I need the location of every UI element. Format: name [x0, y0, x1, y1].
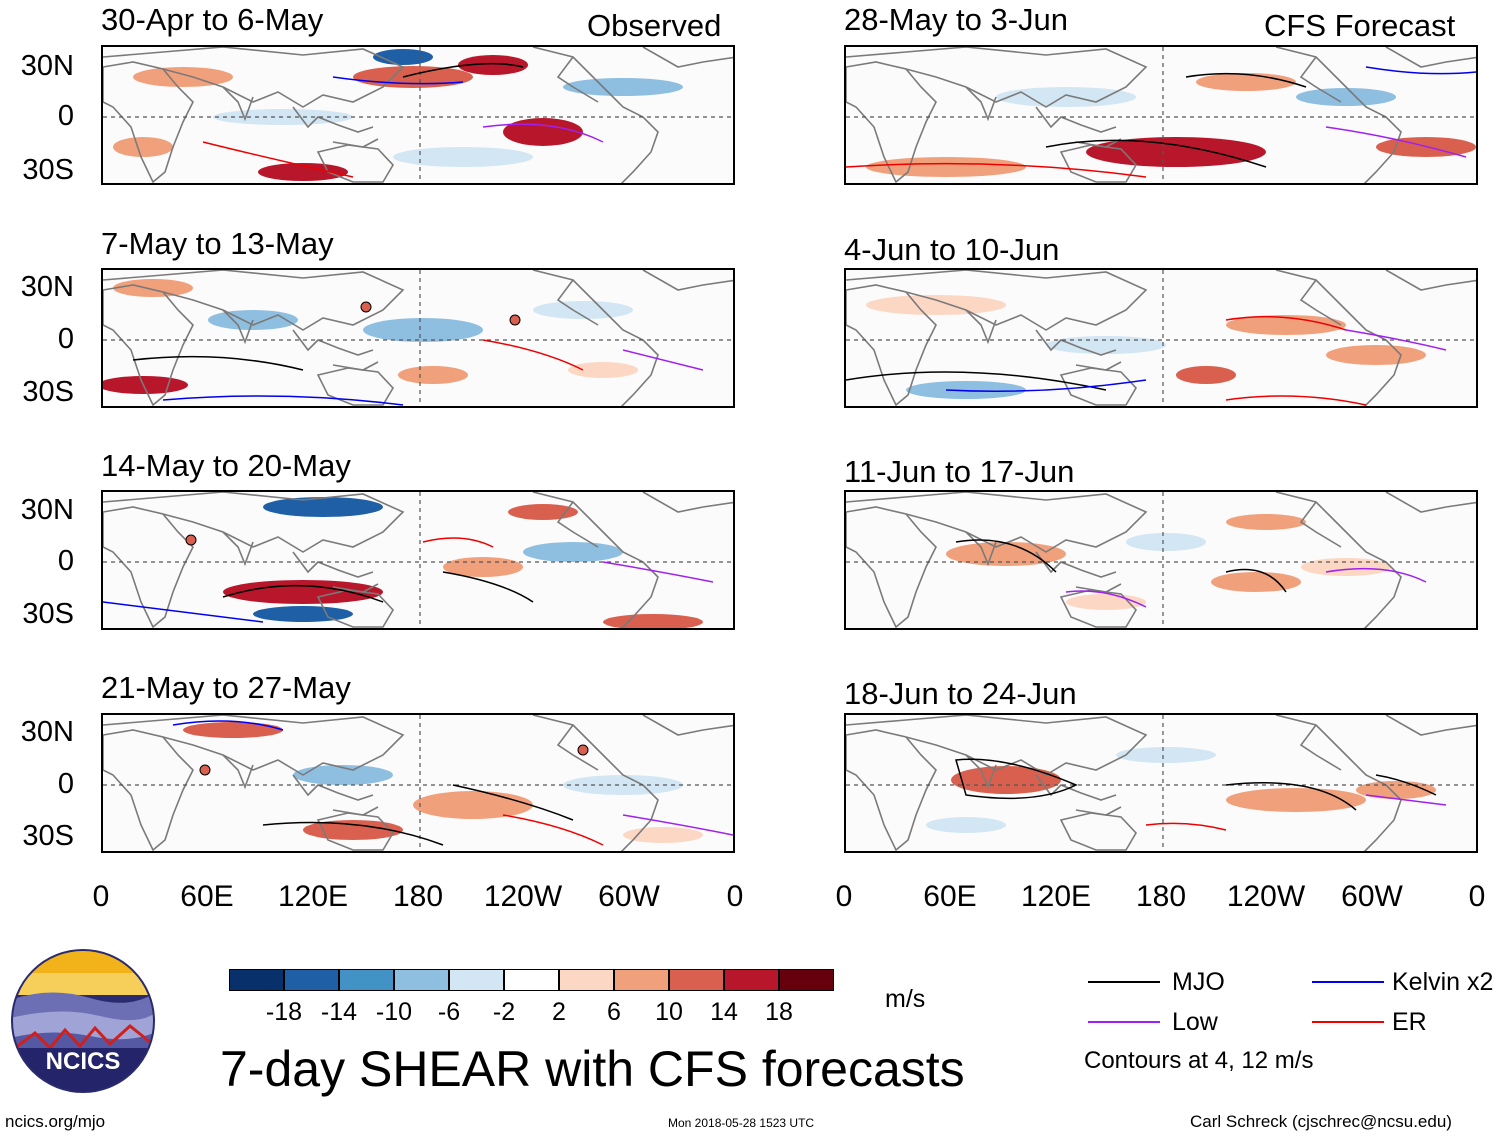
ylabel-30s-row3: 30S [22, 598, 74, 630]
colorbar-label: 2 [552, 998, 566, 1026]
ylabel-30n-row2: 30N [20, 271, 74, 303]
xlabel-left-120e: 120E [277, 880, 349, 913]
legend-label-mjo: MJO [1172, 968, 1225, 996]
xlabel-right-120e: 120E [1020, 880, 1092, 913]
map-forecast-2 [844, 268, 1478, 408]
colorbar-swatch [724, 969, 779, 991]
colorbar-label: 14 [710, 998, 738, 1026]
colorbar-swatch [504, 969, 559, 991]
colorbar-label: -2 [492, 998, 516, 1026]
xlabel-left-0: 0 [92, 880, 110, 913]
xlabel-left-180: 180 [392, 880, 444, 913]
colorbar-swatch [339, 969, 394, 991]
legend-line-mjo [1088, 981, 1160, 983]
ncics-logo: NCICS [11, 949, 155, 1093]
observed-label: Observed [587, 8, 722, 43]
logo-text: NCICS [46, 1048, 121, 1075]
legend-line-low [1088, 1021, 1160, 1023]
ylabel-30s-row1: 30S [22, 154, 74, 186]
xlabel-right-360: 0 [1468, 880, 1486, 913]
map-observed-4 [101, 713, 735, 853]
xlabel-left-60e: 60E [180, 880, 234, 913]
xlabel-right-60e: 60E [923, 880, 977, 913]
xlabel-left-120w: 120W [483, 880, 563, 913]
colorbar-swatch [284, 969, 339, 991]
ylabel-eq-row2: 0 [57, 323, 74, 355]
legend-label-er: ER [1392, 1008, 1427, 1036]
map-forecast-1 [844, 45, 1478, 185]
xlabel-right-60w: 60W [1341, 880, 1403, 913]
legend-label-low: Low [1172, 1008, 1218, 1036]
colorbar-label: -14 [320, 998, 358, 1026]
footer-author: Carl Schreck (cjschrec@ncsu.edu) [1190, 1112, 1452, 1131]
colorbar-swatch [449, 969, 504, 991]
map-forecast-3 [844, 490, 1478, 630]
colorbar-swatch [559, 969, 614, 991]
legend-label-kelvin: Kelvin x2 [1392, 968, 1494, 996]
ylabel-eq-row3: 0 [57, 545, 74, 577]
colorbar-swatch [669, 969, 724, 991]
xlabel-left-60w: 60W [598, 880, 660, 913]
colorbar-label: 18 [765, 998, 793, 1026]
map-observed-3 [101, 490, 735, 630]
legend-note: Contours at 4, 12 m/s [1084, 1047, 1314, 1074]
colorbar-swatch [779, 969, 834, 991]
forecast-label: CFS Forecast [1264, 8, 1456, 43]
colorbar-swatch [614, 969, 669, 991]
colorbar-swatch [229, 969, 284, 991]
ylabel-eq-row4: 0 [57, 768, 74, 800]
footer-url[interactable]: ncics.org/mjo [5, 1112, 106, 1131]
colorbar-label: -6 [437, 998, 461, 1026]
ylabel-30s-row4: 30S [22, 820, 74, 852]
map-observed-1 [101, 45, 735, 185]
panel-title-observed-2: 7-May to 13-May [101, 226, 334, 261]
map-forecast-4 [844, 713, 1478, 853]
map-observed-2 [101, 268, 735, 408]
xlabel-right-120w: 120W [1226, 880, 1306, 913]
colorbar-label: 6 [607, 998, 621, 1026]
footer-timestamp: Mon 2018-05-28 1523 UTC [668, 1116, 815, 1130]
panel-title-forecast-3: 11-Jun to 17-Jun [844, 454, 1075, 489]
colorbar-label: -10 [375, 998, 413, 1026]
ylabel-30n-row3: 30N [20, 494, 74, 526]
panel-title-forecast-2: 4-Jun to 10-Jun [844, 232, 1060, 267]
main-title: 7-day SHEAR with CFS forecasts [220, 1041, 965, 1097]
ylabel-30n-row4: 30N [20, 716, 74, 748]
legend-line-kelvin [1312, 981, 1384, 983]
ylabel-30n-row1: 30N [20, 50, 74, 82]
panel-title-observed-4: 21-May to 27-May [101, 670, 351, 705]
legend-line-er [1312, 1021, 1384, 1023]
xlabel-left-360: 0 [726, 880, 744, 913]
colorbar-label: -18 [265, 998, 303, 1026]
xlabel-right-0: 0 [835, 880, 853, 913]
xlabel-right-180: 180 [1135, 880, 1187, 913]
colorbar-swatch [394, 969, 449, 991]
panel-title-observed-3: 14-May to 20-May [101, 448, 351, 483]
panel-title-forecast-1: 28-May to 3-Jun [844, 2, 1068, 37]
colorbar-units: m/s [885, 985, 926, 1013]
ylabel-30s-row2: 30S [22, 376, 74, 408]
ylabel-eq-row1: 0 [57, 100, 74, 132]
panel-title-forecast-4: 18-Jun to 24-Jun [844, 676, 1077, 711]
colorbar-label: 10 [655, 998, 683, 1026]
panel-title-observed-1: 30-Apr to 6-May [101, 2, 324, 37]
